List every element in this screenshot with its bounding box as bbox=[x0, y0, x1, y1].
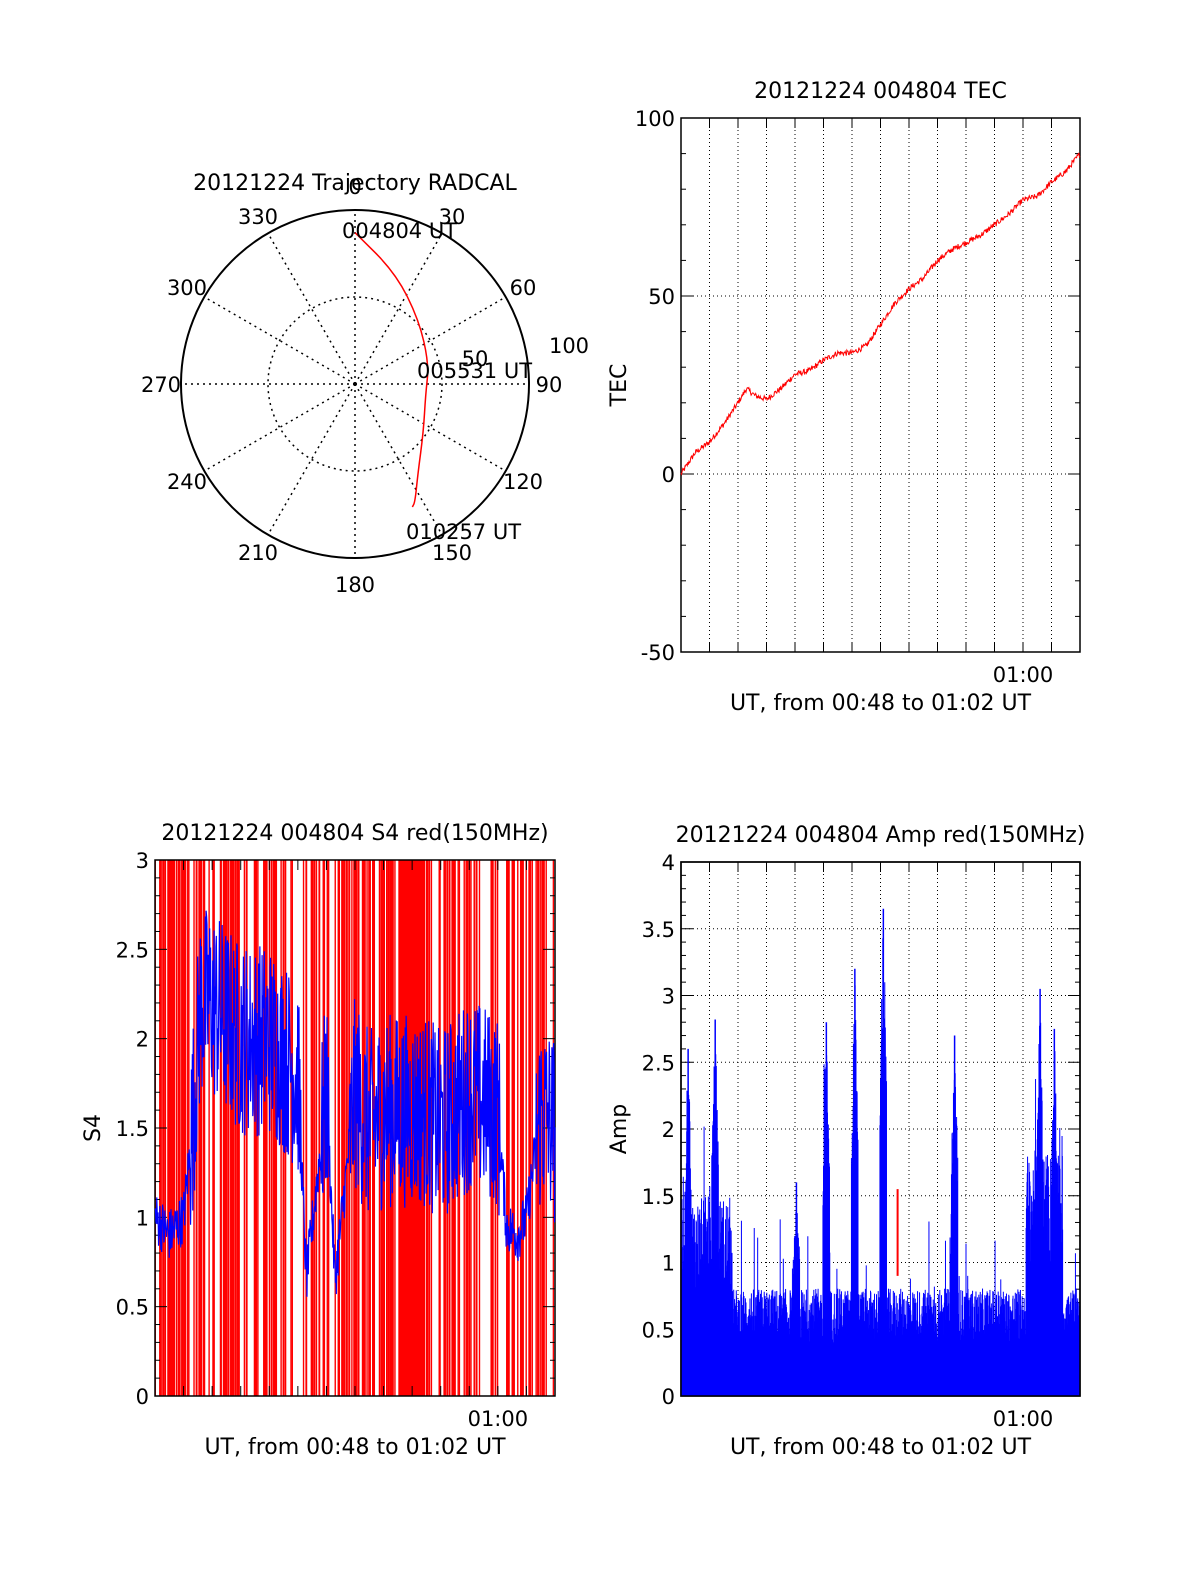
polar-radial-label: 50 bbox=[462, 347, 489, 371]
s4-xlabel: UT, from 00:48 to 01:02 UT bbox=[204, 1435, 506, 1460]
amp-ylabel: Amp bbox=[607, 1104, 632, 1154]
amp-blue-series bbox=[680, 908, 1081, 1396]
s4-ylabel: S4 bbox=[81, 1114, 106, 1142]
s4-ytick-label: 1.5 bbox=[116, 1117, 149, 1141]
amp-ytick-label: 1.5 bbox=[642, 1185, 675, 1209]
tec-ytick-label: 0 bbox=[662, 463, 675, 487]
polar-angle-label: 240 bbox=[167, 470, 207, 494]
tec-series-line bbox=[680, 152, 1081, 476]
amp-ytick-label: 2 bbox=[662, 1118, 675, 1142]
s4-ytick-label: 2 bbox=[136, 1028, 149, 1052]
s4-title: 20121224 004804 S4 red(150MHz) bbox=[161, 821, 548, 846]
polar-title: 20121224 Trajectory RADCAL bbox=[193, 171, 517, 196]
polar-outer-circle bbox=[180, 209, 530, 559]
tec-ylabel: TEC bbox=[607, 364, 632, 408]
polar-angle-label: 330 bbox=[238, 205, 278, 229]
polar-spoke bbox=[267, 383, 356, 536]
polar-spoke bbox=[203, 383, 356, 472]
polar-grid-circle bbox=[267, 296, 443, 472]
s4-ytick-label: 3 bbox=[136, 849, 149, 873]
polar-angle-label: 210 bbox=[238, 541, 278, 565]
amp-ytick-label: 3.5 bbox=[642, 918, 675, 942]
amp-ytick-label: 0 bbox=[662, 1385, 675, 1409]
polar-angle-label: 60 bbox=[510, 276, 537, 300]
polar-spoke bbox=[354, 296, 507, 385]
polar-spoke bbox=[354, 383, 507, 472]
tec-title: 20121224 004804 TEC bbox=[754, 79, 1007, 104]
tec-ytick-label: 100 bbox=[635, 107, 675, 131]
amp-xtick-label: 01:00 bbox=[993, 1407, 1054, 1431]
tec-xtick-label: 01:00 bbox=[993, 663, 1054, 687]
polar-angle-label: 150 bbox=[432, 541, 472, 565]
polar-start-label: 004804 UT bbox=[342, 219, 457, 243]
amp-frame-top bbox=[680, 861, 1081, 1397]
s4-xtick-label: 01:00 bbox=[468, 1407, 529, 1431]
amp-ytick-label: 4 bbox=[662, 851, 675, 875]
polar-spoke bbox=[203, 296, 356, 385]
tec-plot: 20121224 004804 TEC -50 0 50 100 01:00 UT, fro… bbox=[607, 79, 1081, 716]
polar-angle-label: 30 bbox=[439, 205, 466, 229]
polar-angle-label: 90 bbox=[536, 373, 563, 397]
polar-angle-label: 180 bbox=[335, 573, 375, 597]
amp-title: 20121224 004804 Amp red(150MHz) bbox=[676, 823, 1086, 848]
s4-ytick-label: 2.5 bbox=[116, 938, 149, 962]
amp-ytick-label: 1 bbox=[662, 1252, 675, 1276]
polar-spoke bbox=[354, 232, 443, 385]
polar-angle-label: 120 bbox=[503, 470, 543, 494]
polar-end-label: 010257 UT bbox=[406, 520, 521, 544]
polar-angle-label: 270 bbox=[141, 373, 181, 397]
polar-spoke bbox=[354, 383, 443, 536]
s4-ytick-label: 1 bbox=[136, 1206, 149, 1230]
tec-ytick-label: 50 bbox=[648, 285, 675, 309]
amp-ytick-label: 3 bbox=[662, 985, 675, 1009]
amp-plot: 20121224 004804 Amp red(150MHz) 0 0.5 1 1.5 2… bbox=[607, 823, 1085, 1460]
s4-plot: 20121224 004804 S4 red(150MHz) 0 0.5 1 1.5 2 2… bbox=[81, 821, 556, 1460]
polar-angle-label: 300 bbox=[167, 276, 207, 300]
s4-blue-series-line bbox=[154, 910, 556, 1297]
tec-ytick-label: -50 bbox=[641, 641, 675, 665]
polar-radial-label: 100 bbox=[549, 334, 589, 358]
s4-ytick-label: 0 bbox=[136, 1385, 149, 1409]
amp-ytick-label: 0.5 bbox=[642, 1318, 675, 1342]
amp-xlabel: UT, from 00:48 to 01:02 UT bbox=[730, 1435, 1032, 1460]
polar-angle-label: 0 bbox=[348, 175, 361, 199]
tec-xlabel: UT, from 00:48 to 01:02 UT bbox=[730, 691, 1032, 716]
tec-frame bbox=[680, 117, 1081, 653]
polar-spoke bbox=[267, 232, 356, 385]
s4-ytick-label: 0.5 bbox=[116, 1296, 149, 1320]
amp-ytick-label: 2.5 bbox=[642, 1051, 675, 1075]
polar-mid-label: 005531 UT bbox=[417, 359, 532, 383]
polar-trajectory-line bbox=[354, 232, 429, 508]
